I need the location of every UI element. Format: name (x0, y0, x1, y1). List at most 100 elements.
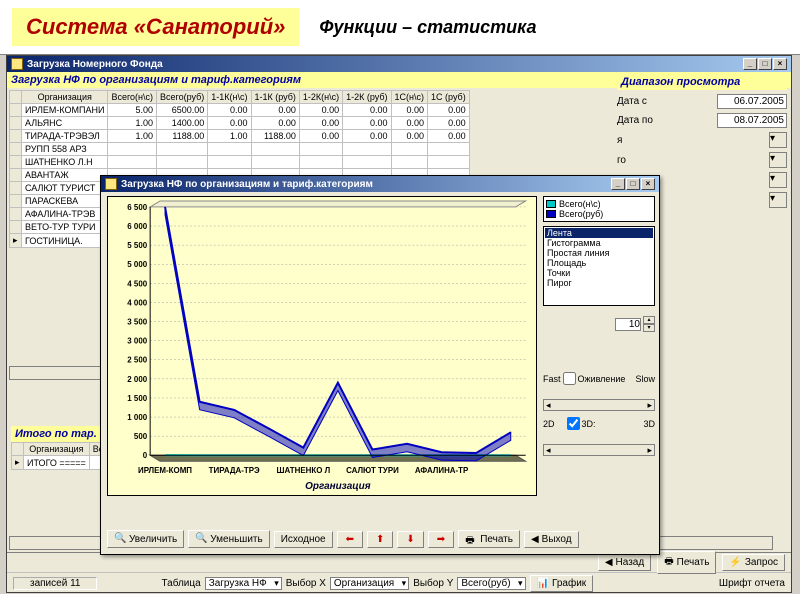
chart-type-option[interactable]: Гистограмма (545, 238, 653, 248)
table-row[interactable]: ТИРАДА-ТРЭВЭЛ1.001188.001.001188.000.000… (10, 130, 470, 143)
svg-text:САЛЮТ ТУРИ: САЛЮТ ТУРИ (346, 466, 399, 475)
date-from-label: Дата с (617, 96, 647, 107)
svg-text:Организация: Организация (305, 481, 371, 492)
chart-maximize-button[interactable]: □ (626, 178, 640, 190)
svg-text:ТИРАДА-ТРЭ: ТИРАДА-ТРЭ (209, 466, 260, 475)
dropdown-icon[interactable]: ▾ (769, 172, 787, 188)
chart-print-button[interactable]: 🖶Печать (458, 530, 520, 548)
chart-window: Загрузка НФ по организациям и тариф.кате… (100, 175, 660, 555)
3d-checkbox[interactable] (567, 417, 580, 430)
nav-back-button[interactable]: ◀Назад (598, 554, 651, 571)
chart-type-option[interactable]: Пирог (545, 278, 653, 288)
spin-down[interactable]: ▾ (643, 324, 655, 332)
graph-button[interactable]: 📊График (530, 575, 594, 592)
table-row[interactable]: ШАТНЕНКО Л.Н (10, 156, 470, 169)
arrow-down-button[interactable]: ⬇ (397, 531, 423, 548)
y-combo[interactable]: Всего(руб) (457, 577, 525, 590)
minimize-button[interactable]: _ (743, 58, 757, 70)
spin-input[interactable] (615, 318, 641, 331)
col-header[interactable]: 1С(н\с) (391, 91, 427, 104)
legend-item: Всего(руб) (546, 209, 652, 219)
spin-up[interactable]: ▴ (643, 316, 655, 324)
2d-label: 2D (543, 419, 555, 429)
main-titlebar: Загрузка Номерного Фонда _ □ × (7, 56, 791, 72)
anim-label: Оживление (578, 374, 626, 384)
col-header[interactable]: Всего(н\с) (108, 91, 157, 104)
table-combo[interactable]: Загрузка НФ (205, 577, 282, 590)
chart-icon (105, 178, 117, 190)
dropdown-icon[interactable]: ▾ (769, 192, 787, 208)
col-header[interactable]: Всего(руб) (157, 91, 208, 104)
close-button[interactable]: × (773, 58, 787, 70)
anim-slider[interactable]: ◂▸ (543, 399, 655, 411)
font-label[interactable]: Шрифт отчета (719, 578, 785, 589)
col-header[interactable]: 1С (руб) (428, 91, 470, 104)
chart-legend: Всего(н\с)Всего(руб) (543, 196, 655, 222)
zoom-out-icon: 🔍 (195, 533, 207, 545)
chart-type-option[interactable]: Простая линия (545, 248, 653, 258)
chart-type-list[interactable]: ЛентаГистограммаПростая линияПлощадьТочк… (543, 226, 655, 306)
col-header[interactable]: 1-1К(н\с) (208, 91, 251, 104)
svg-text:1 500: 1 500 (127, 394, 147, 403)
slow-label: Slow (635, 374, 655, 384)
arrow-up-button[interactable]: ⬆ (367, 531, 393, 548)
maximize-button[interactable]: □ (758, 58, 772, 70)
anim-checkbox[interactable] (563, 372, 576, 385)
svg-text:3 500: 3 500 (127, 318, 147, 327)
chart-titlebar: Загрузка НФ по организациям и тариф.кате… (101, 176, 659, 192)
date-to-input[interactable] (717, 113, 787, 128)
legend-item: Всего(н\с) (546, 199, 652, 209)
chart-type-option[interactable]: Площадь (545, 258, 653, 268)
app-icon (11, 58, 23, 70)
arrow-left-button[interactable]: ⬅ (337, 531, 363, 548)
date-to-label: Дата по (617, 115, 653, 126)
svg-text:2 000: 2 000 (127, 375, 147, 384)
svg-text:5 000: 5 000 (127, 260, 147, 269)
col-header[interactable]: 1-2К (руб) (343, 91, 391, 104)
chart-minimize-button[interactable]: _ (611, 178, 625, 190)
svg-text:4 500: 4 500 (127, 279, 147, 288)
zoom-out-button[interactable]: 🔍Уменьшить (188, 530, 269, 548)
col-header[interactable]: 1-2К(н\с) (299, 91, 342, 104)
table-row[interactable]: РУПП 558 АРЗ (10, 143, 470, 156)
reset-button[interactable]: Исходное (274, 531, 333, 548)
statusbar: ◀Назад 🖶Печать ⚡Запрос записей 11 Таблиц… (7, 552, 791, 592)
x-label: Выбор X (286, 578, 326, 589)
arrow-right-button[interactable]: ➡ (428, 531, 454, 548)
fast-label: Fast (543, 374, 561, 384)
page-subtitle: Функции – статистика (319, 17, 536, 38)
chart-toolbar: 🔍Увеличить 🔍Уменьшить Исходное ⬅ ⬆ ⬇ ➡ 🖶… (107, 530, 653, 548)
dropdown-icon[interactable]: ▾ (769, 132, 787, 148)
col-header[interactable]: Организация (22, 91, 108, 104)
table-label: Таблица (161, 578, 200, 589)
svg-text:4 000: 4 000 (127, 298, 147, 307)
record-count: записей 11 (13, 577, 97, 590)
dropdown-icon[interactable]: ▾ (769, 152, 787, 168)
svg-text:АФАЛИНА-ТР: АФАЛИНА-ТР (415, 466, 469, 475)
query-button[interactable]: ⚡Запрос (722, 554, 785, 571)
chart-type-option[interactable]: Лента (545, 228, 653, 238)
svg-text:0: 0 (143, 451, 148, 460)
col-header[interactable]: 1-1К (руб) (251, 91, 299, 104)
date-from-input[interactable] (717, 94, 787, 109)
zoom-in-button[interactable]: 🔍Увеличить (107, 530, 184, 548)
chart-window-title: Загрузка НФ по организациям и тариф.кате… (121, 179, 373, 190)
print-button[interactable]: 🖶Печать (657, 551, 716, 574)
chart-close-button[interactable]: × (641, 178, 655, 190)
svg-text:6 500: 6 500 (127, 203, 147, 212)
x-combo[interactable]: Организация (330, 577, 409, 590)
chart-type-option[interactable]: Точки (545, 268, 653, 278)
y-label: Выбор Y (413, 578, 453, 589)
svg-text:500: 500 (134, 432, 148, 441)
dim-slider[interactable]: ◂▸ (543, 444, 655, 456)
svg-text:2 500: 2 500 (127, 356, 147, 365)
zoom-in-icon: 🔍 (114, 533, 126, 545)
table-row[interactable]: ИРЛЕМ-КОМПАНИ5.006500.000.000.000.000.00… (10, 104, 470, 117)
exit-button[interactable]: ◀ Выход (524, 531, 579, 548)
svg-text:5 500: 5 500 (127, 241, 147, 250)
svg-text:1 000: 1 000 (127, 413, 147, 422)
table-row[interactable]: АЛЬЯНС1.001400.000.000.000.000.000.000.0… (10, 117, 470, 130)
3d-label: 3D: (582, 419, 596, 429)
svg-text:6 000: 6 000 (127, 222, 147, 231)
printer-icon: 🖶 (465, 533, 477, 545)
